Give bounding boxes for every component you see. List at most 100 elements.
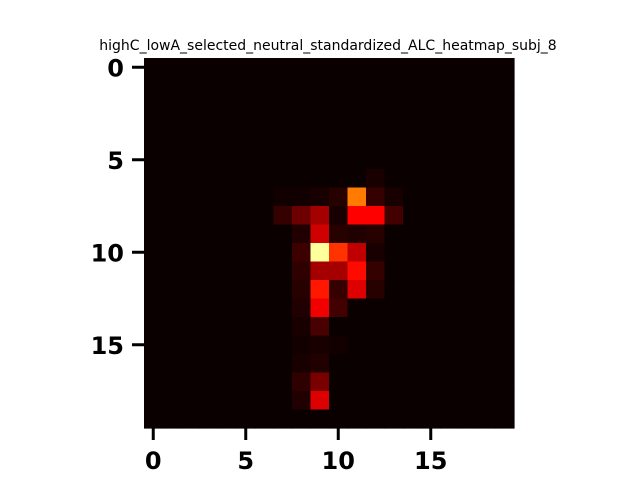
- heatmap-cell: [421, 409, 441, 429]
- heatmap-cell: [421, 354, 441, 374]
- heatmap-cell: [347, 169, 367, 189]
- heatmap-cell: [292, 391, 312, 411]
- heatmap-cell: [310, 280, 330, 300]
- heatmap-cell: [366, 317, 386, 337]
- heatmap-cell: [199, 95, 219, 115]
- heatmap-cell: [255, 261, 275, 281]
- heatmap-cell: [421, 58, 441, 78]
- heatmap-cell: [144, 372, 164, 392]
- heatmap-cell: [162, 58, 182, 78]
- heatmap-cell: [292, 169, 312, 189]
- heatmap-cell: [218, 317, 238, 337]
- heatmap-cell: [199, 150, 219, 170]
- heatmap-cell: [255, 391, 275, 411]
- heatmap-cell: [477, 95, 497, 115]
- heatmap-cell: [458, 354, 478, 374]
- heatmap-cell: [181, 76, 201, 96]
- heatmap-cell: [236, 95, 256, 115]
- x-tick-label: 15: [414, 447, 447, 475]
- heatmap-cell: [329, 206, 349, 226]
- heatmap-cell: [458, 243, 478, 263]
- heatmap-cell: [495, 372, 515, 392]
- heatmap-cell: [366, 354, 386, 374]
- heatmap-cell: [403, 76, 423, 96]
- heatmap-cell: [292, 261, 312, 281]
- heatmap-cell: [236, 298, 256, 318]
- heatmap-cell: [329, 169, 349, 189]
- heatmap-cell: [144, 169, 164, 189]
- heatmap-cell: [292, 317, 312, 337]
- heatmap-cell: [366, 95, 386, 115]
- heatmap-cell: [421, 169, 441, 189]
- heatmap-cell: [199, 243, 219, 263]
- heatmap-cell: [366, 169, 386, 189]
- heatmap-cell: [162, 298, 182, 318]
- heatmap-cell: [310, 113, 330, 133]
- heatmap-cell: [421, 132, 441, 152]
- heatmap-cell: [255, 298, 275, 318]
- heatmap-cell: [273, 354, 293, 374]
- heatmap-cell: [218, 132, 238, 152]
- heatmap-cell: [199, 169, 219, 189]
- heatmap-cell: [366, 409, 386, 429]
- heatmap-cell: [218, 95, 238, 115]
- heatmap-cell: [181, 169, 201, 189]
- heatmap-cell: [310, 261, 330, 281]
- heatmap-cell: [292, 132, 312, 152]
- heatmap-cell: [310, 76, 330, 96]
- heatmap-cell: [181, 95, 201, 115]
- heatmap-cell: [458, 132, 478, 152]
- heatmap-cell: [199, 298, 219, 318]
- heatmap-cell: [199, 317, 219, 337]
- heatmap-cell: [218, 280, 238, 300]
- heatmap-cell: [199, 372, 219, 392]
- heatmap-cell: [384, 150, 404, 170]
- heatmap-cell: [495, 298, 515, 318]
- heatmap-cell: [440, 354, 460, 374]
- heatmap-cell: [218, 206, 238, 226]
- heatmap-cell: [255, 76, 275, 96]
- heatmap-cell: [255, 372, 275, 392]
- heatmap-cell: [144, 243, 164, 263]
- heatmap-cell: [366, 243, 386, 263]
- heatmap-cell: [273, 317, 293, 337]
- heatmap-cell: [199, 391, 219, 411]
- heatmap-cell: [310, 95, 330, 115]
- heatmap-cell: [458, 391, 478, 411]
- heatmap-cell: [199, 261, 219, 281]
- heatmap-cell: [273, 76, 293, 96]
- heatmap-cell: [181, 298, 201, 318]
- heatmap-cell: [273, 280, 293, 300]
- heatmap-cell: [384, 372, 404, 392]
- heatmap-cell: [477, 317, 497, 337]
- heatmap-cell: [236, 58, 256, 78]
- heatmap-cell: [384, 280, 404, 300]
- heatmap-cell: [440, 391, 460, 411]
- heatmap-cell: [403, 187, 423, 207]
- heatmap-cell: [273, 261, 293, 281]
- heatmap-cell: [310, 317, 330, 337]
- heatmap-cell: [144, 280, 164, 300]
- heatmap-cell: [255, 224, 275, 244]
- heatmap-cell: [218, 58, 238, 78]
- heatmap-cell: [310, 150, 330, 170]
- heatmap-cell: [181, 243, 201, 263]
- heatmap-cell: [329, 409, 349, 429]
- heatmap-cell: [421, 243, 441, 263]
- heatmap-cell: [199, 187, 219, 207]
- heatmap-cell: [347, 261, 367, 281]
- heatmap-cell: [403, 150, 423, 170]
- heatmap-cell: [366, 298, 386, 318]
- heatmap-cell: [310, 58, 330, 78]
- heatmap-cell: [162, 169, 182, 189]
- heatmap-cell: [495, 354, 515, 374]
- heatmap-cell: [181, 280, 201, 300]
- heatmap-cell: [162, 150, 182, 170]
- heatmap-cell: [458, 298, 478, 318]
- heatmap-cell: [310, 132, 330, 152]
- y-axis: 0 5 10 15: [91, 54, 144, 360]
- heatmap-cell: [236, 150, 256, 170]
- heatmap-cell: [199, 113, 219, 133]
- heatmap-cell: [273, 335, 293, 355]
- heatmap-cell: [366, 391, 386, 411]
